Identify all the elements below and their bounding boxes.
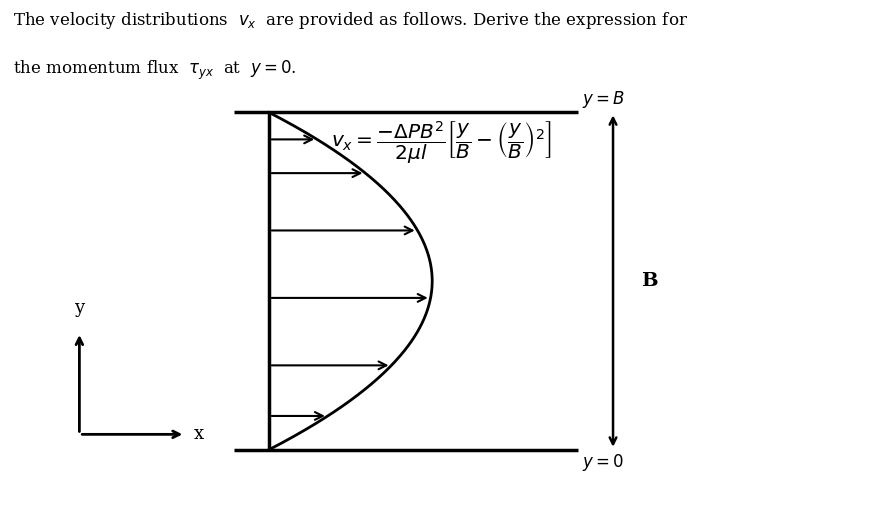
Text: $v_x = \dfrac{-\Delta P B^2}{2\mu l}\left[\dfrac{y}{B} - \left(\dfrac{y}{B}\righ: $v_x = \dfrac{-\Delta P B^2}{2\mu l}\lef… — [330, 120, 552, 167]
Text: x: x — [194, 425, 204, 444]
Text: B: B — [641, 272, 658, 290]
Text: The velocity distributions  $v_x$  are provided as follows. Derive the expressio: The velocity distributions $v_x$ are pro… — [13, 10, 688, 31]
Text: $y = B$: $y = B$ — [582, 89, 625, 110]
Text: $y = 0$: $y = 0$ — [582, 452, 624, 473]
Text: y: y — [74, 299, 85, 317]
Text: the momentum flux  $\tau_{yx}$  at  $y = 0$.: the momentum flux $\tau_{yx}$ at $y = 0$… — [13, 59, 297, 82]
